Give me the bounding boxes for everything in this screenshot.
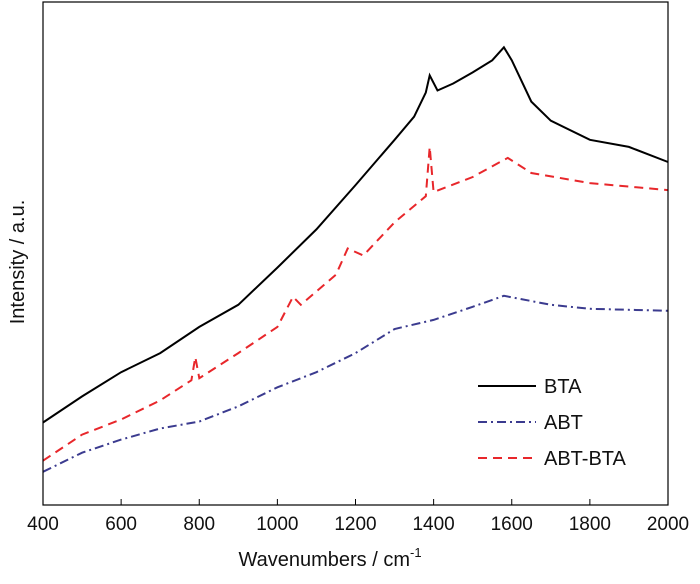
x-tick-label: 1400: [412, 514, 454, 535]
series-line-bta: [42, 45, 669, 424]
y-axis-label: Intensity / a.u.: [7, 200, 29, 325]
series-layer: [42, 45, 669, 473]
x-tick-label: 2000: [647, 514, 689, 535]
x-tick-label: 1000: [256, 514, 298, 535]
x-tick-label: 1600: [491, 514, 533, 535]
x-tick-label: 1800: [569, 514, 611, 535]
x-tick-label: 400: [27, 514, 59, 535]
legend-label-abt-bta: ABT-BTA: [544, 448, 627, 470]
x-tick-label: 1200: [334, 514, 376, 535]
x-axis-label: Wavenumbers / cm-1: [238, 545, 421, 571]
legend: BTA ABT ABT-BTA: [478, 376, 627, 470]
x-axis-ticks: 400 600 800 1000 1200 1400 1600 1800 2000: [27, 499, 689, 535]
legend-label-bta: BTA: [544, 376, 582, 398]
x-tick-label: 600: [105, 514, 137, 535]
legend-label-abt: ABT: [544, 412, 583, 434]
series-line-abt: [42, 294, 669, 473]
series-line-abt-bta: [42, 146, 669, 462]
x-tick-label: 800: [183, 514, 215, 535]
